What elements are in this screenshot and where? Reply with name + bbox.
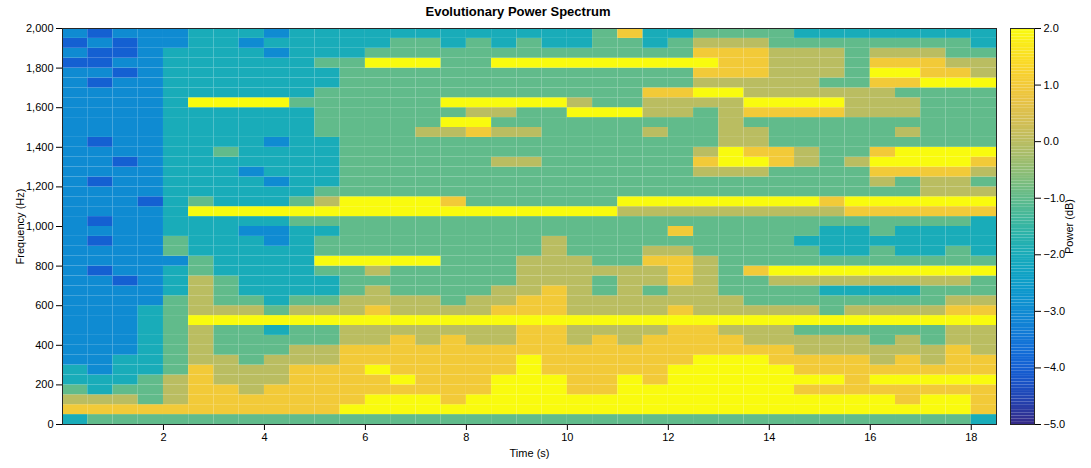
- svg-text:1.0: 1.0: [1044, 79, 1059, 91]
- svg-text:18: 18: [965, 431, 977, 443]
- svg-text:1,800: 1,800: [26, 62, 54, 74]
- svg-text:1,000: 1,000: [26, 220, 54, 232]
- svg-text:16: 16: [864, 431, 876, 443]
- svg-text:Frequency (Hz): Frequency (Hz): [14, 189, 26, 265]
- svg-text:0: 0: [47, 418, 53, 430]
- svg-text:600: 600: [35, 299, 53, 311]
- svg-text:−2.0: −2.0: [1043, 248, 1066, 261]
- svg-text:Time (s): Time (s): [510, 447, 550, 459]
- svg-text:8: 8: [463, 431, 469, 443]
- svg-text:−3.0: −3.0: [1044, 305, 1066, 317]
- svg-text:−1.0: −1.0: [1043, 191, 1066, 204]
- svg-text:10: 10: [561, 431, 573, 443]
- svg-text:200: 200: [35, 378, 53, 390]
- svg-text:1,600: 1,600: [26, 101, 54, 113]
- svg-text:12: 12: [662, 431, 674, 443]
- svg-text:400: 400: [35, 339, 53, 351]
- svg-text:4: 4: [261, 431, 267, 443]
- svg-text:1,200: 1,200: [26, 180, 54, 192]
- svg-text:6: 6: [362, 431, 368, 443]
- svg-text:14: 14: [763, 431, 775, 443]
- svg-text:800: 800: [35, 260, 53, 272]
- svg-text:−4.0: −4.0: [1044, 361, 1066, 373]
- svg-text:1,400: 1,400: [26, 141, 54, 153]
- svg-text:2.0: 2.0: [1044, 22, 1059, 34]
- svg-text:−5.0: −5.0: [1044, 418, 1066, 430]
- html-text:Evolutionary Power Spectrum: Evolutionary Power Spectrum: [425, 4, 611, 19]
- svg-text:2: 2: [160, 431, 166, 443]
- svg-text:Power (dB): Power (dB): [1063, 199, 1075, 254]
- svg-text:0.0: 0.0: [1044, 135, 1059, 147]
- svg-text:2,000: 2,000: [26, 22, 54, 34]
